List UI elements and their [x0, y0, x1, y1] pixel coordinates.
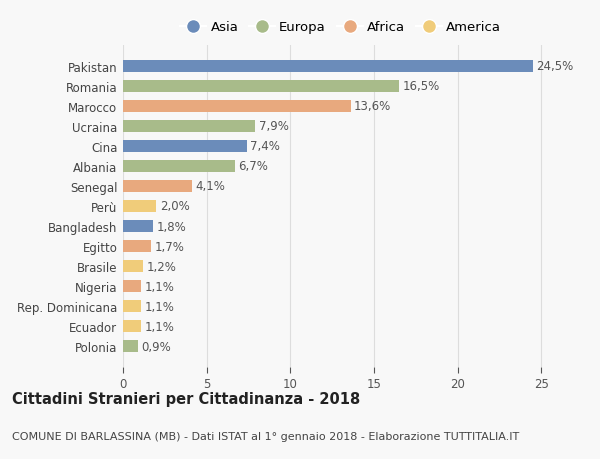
Bar [123, 241, 151, 252]
Bar [123, 140, 247, 152]
Text: 2,0%: 2,0% [160, 200, 190, 213]
Bar [123, 121, 255, 133]
Text: COMUNE DI BARLASSINA (MB) - Dati ISTAT al 1° gennaio 2018 - Elaborazione TUTTITA: COMUNE DI BARLASSINA (MB) - Dati ISTAT a… [12, 431, 519, 441]
Text: 7,9%: 7,9% [259, 120, 289, 133]
Bar [123, 301, 142, 313]
Bar [123, 341, 138, 353]
Bar [123, 101, 350, 112]
Bar [123, 320, 142, 333]
Text: 24,5%: 24,5% [536, 60, 574, 73]
Text: Cittadini Stranieri per Cittadinanza - 2018: Cittadini Stranieri per Cittadinanza - 2… [12, 391, 360, 406]
Text: 7,4%: 7,4% [250, 140, 280, 153]
Text: 1,8%: 1,8% [157, 220, 186, 233]
Text: 1,7%: 1,7% [155, 240, 185, 253]
Text: 1,1%: 1,1% [145, 320, 175, 333]
Bar [123, 61, 533, 73]
Text: 1,1%: 1,1% [145, 280, 175, 293]
Legend: Asia, Europa, Africa, America: Asia, Europa, Africa, America [176, 17, 505, 38]
Bar [123, 221, 153, 233]
Bar [123, 280, 142, 292]
Text: 0,9%: 0,9% [142, 340, 171, 353]
Bar [123, 80, 399, 93]
Bar [123, 180, 191, 192]
Text: 6,7%: 6,7% [238, 160, 268, 173]
Text: 1,1%: 1,1% [145, 300, 175, 313]
Bar [123, 201, 157, 213]
Text: 1,2%: 1,2% [146, 260, 176, 273]
Bar [123, 161, 235, 173]
Bar [123, 261, 143, 273]
Text: 16,5%: 16,5% [403, 80, 440, 93]
Text: 13,6%: 13,6% [354, 100, 391, 113]
Text: 4,1%: 4,1% [195, 180, 225, 193]
